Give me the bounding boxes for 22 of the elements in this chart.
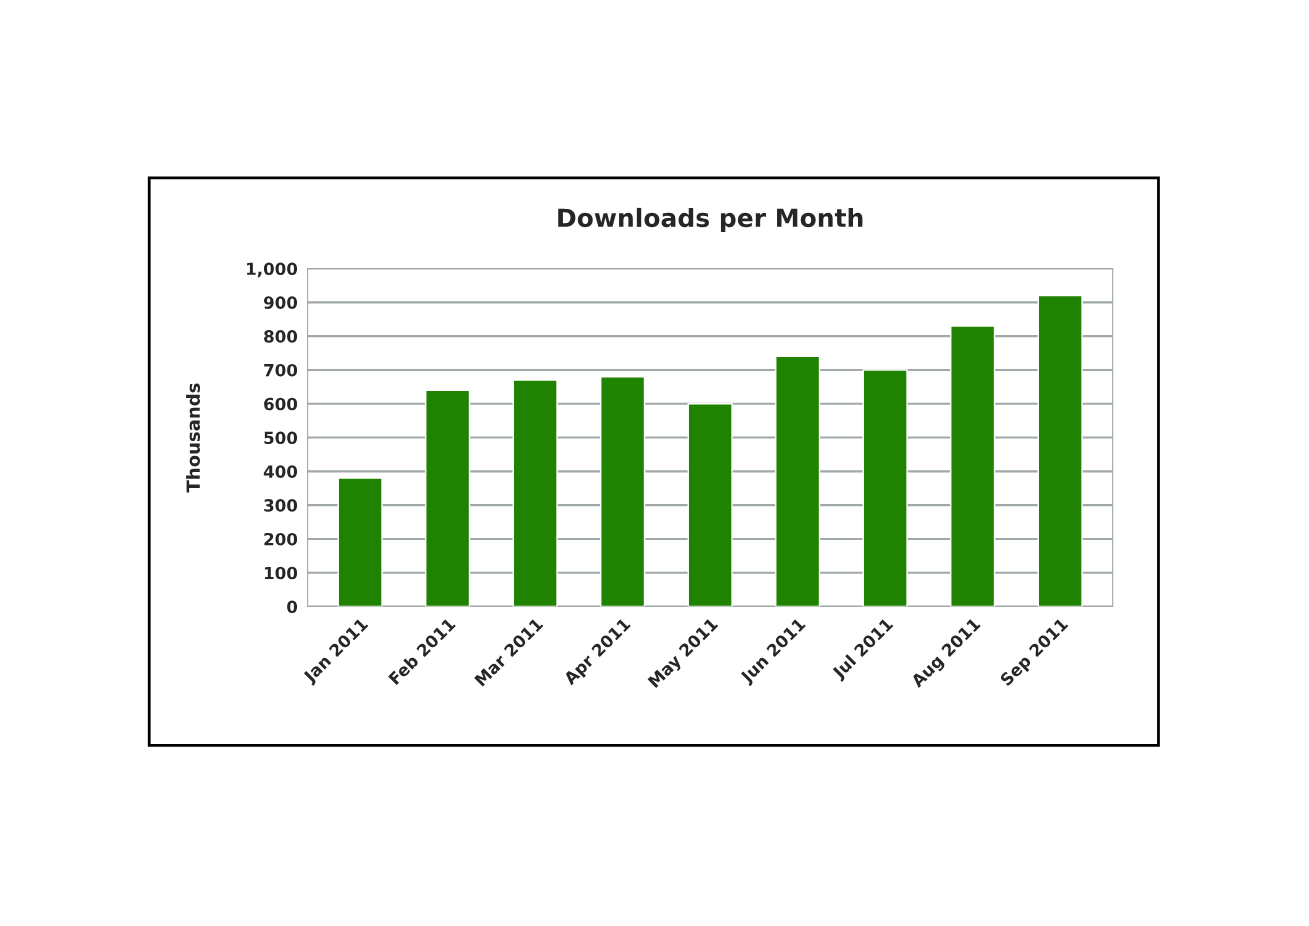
- chart-title: Downloads per Month: [558, 207, 863, 233]
- y-tick-label: 700: [264, 363, 298, 377]
- y-tick-label: 0: [287, 600, 298, 614]
- bar: [337, 477, 383, 607]
- bar: [775, 355, 821, 607]
- y-tick-label: 500: [264, 431, 298, 445]
- y-tick-label: 300: [264, 499, 298, 512]
- y-tick-label: 600: [264, 397, 298, 411]
- bar: [1037, 294, 1083, 607]
- y-tick-label: 900: [263, 296, 298, 309]
- y-tick-label: 1,000: [247, 262, 298, 278]
- bar: [862, 369, 908, 607]
- y-axis-title: Thousands: [186, 383, 201, 493]
- y-tick-label: 200: [264, 532, 298, 546]
- y-tick-label: 100: [264, 566, 298, 580]
- bar: [512, 379, 558, 607]
- y-tick-label: 800: [264, 330, 298, 343]
- y-tick-label: 400: [263, 465, 298, 478]
- bar: [425, 389, 471, 607]
- bar: [950, 325, 996, 607]
- bar: [600, 376, 646, 607]
- bar: [687, 403, 733, 607]
